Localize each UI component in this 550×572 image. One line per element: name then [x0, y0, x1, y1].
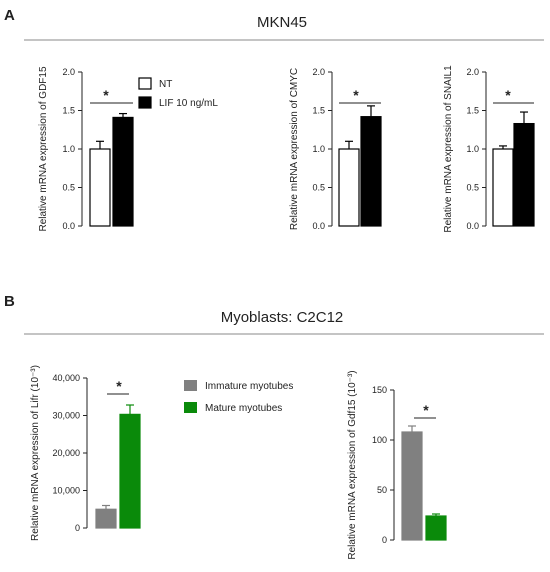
significance-star: * [353, 87, 359, 103]
legend-b-label-immature: Immature myotubes [205, 381, 293, 392]
significance-star: * [116, 378, 122, 394]
y-tick-label: 0.0 [62, 221, 75, 231]
y-tick-label: 0 [75, 523, 80, 533]
y-tick-label: 40,000 [52, 373, 80, 383]
gdf15-myotube-chart: 0 50 100 150 Relative mRNA expression of Gdf… [347, 370, 447, 560]
bar-immature-myotubes [95, 508, 117, 529]
cmyc-chart: 0.0 0.5 1.0 1.5 2.0 Relative mRNA expression … [289, 67, 382, 231]
y-tick-label: 0.5 [466, 183, 479, 193]
y-axis-title: Relative mRNA expression of SNAIL1 [443, 65, 454, 233]
panel-letter-a: A [4, 7, 15, 24]
y-tick-label: 1.0 [466, 144, 479, 154]
y-tick-label: 50 [377, 485, 387, 495]
panel-letter-b: B [4, 293, 15, 310]
gdf15-chart: 0.0 0.5 1.0 1.5 2.0 Relative mRNA expression … [38, 66, 134, 232]
y-axis-title: Relative mRNA expression of GDF15 [38, 66, 49, 232]
legend-a-label-nt: NT [159, 79, 172, 90]
panel-a-title: MKN45 [257, 14, 307, 31]
bar-nt [338, 148, 360, 227]
y-tick-label: 100 [372, 435, 387, 445]
legend-b-swatch-immature [184, 380, 197, 391]
y-tick-label: 0.0 [312, 221, 325, 231]
bar-mature-myotubes [119, 413, 141, 529]
legend-a: NT LIF 10 ng/mL [138, 77, 218, 109]
y-tick-label: 1.0 [62, 144, 75, 154]
y-tick-label: 2.0 [312, 67, 325, 77]
legend-a-label-lif: LIF 10 ng/mL [159, 98, 218, 109]
bar-lif-10-ng-ml [360, 116, 382, 227]
bar-mature-myotubes [425, 515, 447, 541]
significance-star: * [505, 87, 511, 103]
bar-lif-10-ng-ml [513, 122, 535, 227]
panel-b-title: Myoblasts: C2C12 [221, 309, 344, 326]
bar-immature-myotubes [401, 431, 423, 541]
significance-star: * [423, 402, 429, 418]
y-tick-label: 1.0 [312, 144, 325, 154]
y-tick-label: 0.5 [62, 183, 75, 193]
legend-a-swatch-lif [138, 96, 152, 109]
y-axis-title: Relative mRNA expression of CMYC [289, 68, 300, 230]
y-tick-label: 2.0 [466, 67, 479, 77]
y-tick-label: 1.5 [62, 106, 75, 116]
bar-nt [89, 148, 111, 227]
y-axis-title: Relative mRNA expression of Gdf15 (10⁻³) [347, 370, 358, 559]
y-tick-label: 0.0 [466, 221, 479, 231]
y-tick-label: 0 [382, 535, 387, 545]
legend-b: Immature myotubes Mature myotubes [184, 380, 293, 414]
bar-lif-10-ng-ml [112, 116, 134, 227]
y-tick-label: 1.5 [312, 106, 325, 116]
y-axis-title: Relative mRNA expression of Lifr (10⁻³) [30, 365, 41, 541]
y-tick-label: 2.0 [62, 67, 75, 77]
y-tick-label: 30,000 [52, 411, 80, 421]
snail1-chart: 0.0 0.5 1.0 1.5 2.0 Relative mRNA expression … [443, 65, 535, 233]
legend-b-label-mature: Mature myotubes [205, 403, 282, 414]
y-tick-label: 0.5 [312, 183, 325, 193]
bar-nt [492, 148, 514, 227]
lifr-chart: 0 10,000 20,000 30,000 40,000 Relative mRNA e… [30, 365, 141, 541]
y-tick-label: 10,000 [52, 486, 80, 496]
y-tick-label: 20,000 [52, 448, 80, 458]
legend-b-swatch-mature [184, 402, 197, 413]
significance-star: * [103, 87, 109, 103]
y-tick-label: 150 [372, 385, 387, 395]
legend-a-swatch-nt [138, 77, 152, 90]
y-tick-label: 1.5 [466, 106, 479, 116]
